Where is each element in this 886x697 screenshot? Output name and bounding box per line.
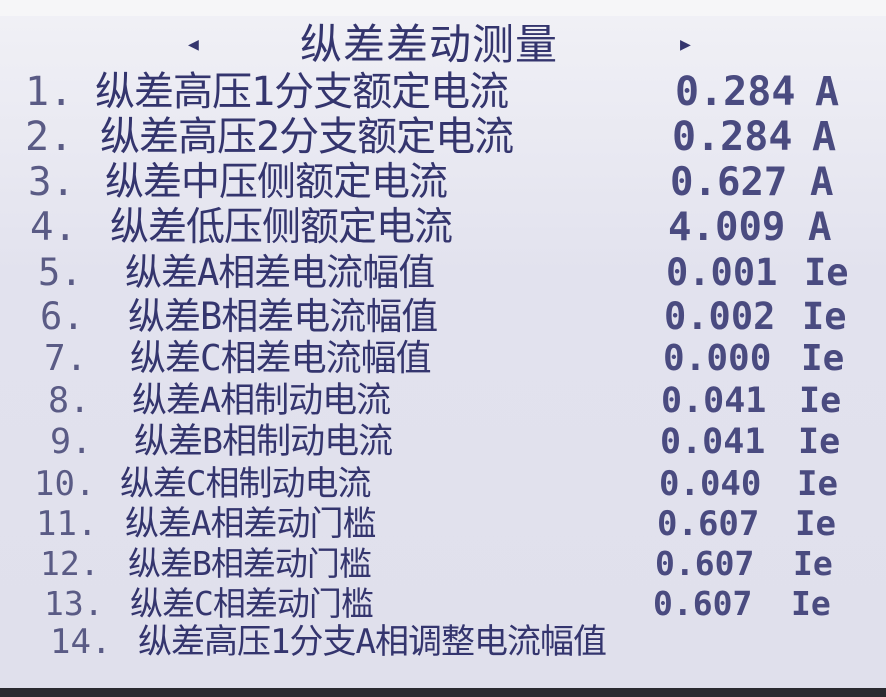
row-label: 纵差B相差电流幅值 <box>128 295 438 338</box>
row-number: 5. <box>38 251 83 294</box>
row-unit: Ie <box>793 544 833 583</box>
row-number: 3. <box>28 160 75 205</box>
row-label: 纵差C相制动电流 <box>120 464 371 504</box>
row-unit: A <box>812 114 837 160</box>
row-unit: A <box>808 205 832 250</box>
row-value: 0.000 <box>663 338 772 379</box>
left-triangle-icon[interactable]: ◀ <box>188 34 199 55</box>
row-number: 9. <box>50 422 93 462</box>
row-label: 纵差C相差动门槛 <box>130 584 374 623</box>
row-number: 1. <box>25 69 74 115</box>
row-number: 11. <box>36 504 98 544</box>
row-label: 纵差A相差动门槛 <box>125 504 376 544</box>
row-value: 0.607 <box>653 584 753 623</box>
row-value: 0.284 <box>675 69 796 115</box>
row-value: 0.001 <box>666 251 778 294</box>
row-value: 0.627 <box>670 160 788 205</box>
row-unit: Ie <box>798 422 841 462</box>
row-value: 0.041 <box>661 381 767 421</box>
row-unit: A <box>810 160 834 205</box>
row-unit: Ie <box>801 338 845 379</box>
row-label: 纵差高压2分支额定电流 <box>100 114 514 160</box>
row-label: 纵差中压侧额定电流 <box>105 160 448 205</box>
row-number: 4. <box>30 205 77 250</box>
row-label: 纵差B相差动门槛 <box>128 544 372 583</box>
row-unit: Ie <box>795 504 836 544</box>
screen-glare <box>0 0 886 16</box>
row-number: 13. <box>44 584 104 623</box>
row-number: 6. <box>40 295 85 338</box>
row-unit: Ie <box>802 295 847 338</box>
row-label: 纵差低压侧额定电流 <box>110 205 453 250</box>
page-title: 纵差差动测量 <box>300 20 559 69</box>
row-value: 0.002 <box>664 295 776 338</box>
row-unit: Ie <box>797 464 838 504</box>
row-number: 12. <box>40 544 100 583</box>
row-number: 14. <box>50 622 112 662</box>
row-number: 2. <box>25 114 74 160</box>
row-unit: Ie <box>799 381 842 421</box>
row-label: 纵差高压1分支额定电流 <box>95 69 509 115</box>
row-value: 0.607 <box>655 544 755 583</box>
row-value: 0.040 <box>659 464 762 504</box>
row-unit: Ie <box>804 251 849 294</box>
bezel <box>0 688 886 697</box>
row-value: 0.607 <box>657 504 760 544</box>
row-number: 7. <box>44 338 88 379</box>
row-value: 4.009 <box>668 205 786 250</box>
row-label: 纵差高压1分支A相调整电流幅值 <box>138 622 607 662</box>
row-number: 8. <box>48 381 91 421</box>
row-unit: Ie <box>791 584 831 623</box>
row-unit: A <box>815 69 840 115</box>
row-label: 纵差C相差电流幅值 <box>130 338 432 379</box>
row-label: 纵差A相制动电流 <box>132 381 391 421</box>
row-number: 10. <box>34 464 96 504</box>
right-triangle-icon[interactable]: ▶ <box>680 34 691 55</box>
row-label: 纵差A相差电流幅值 <box>125 251 435 294</box>
row-value: 0.041 <box>660 422 766 462</box>
row-value: 0.284 <box>672 114 793 160</box>
row-label: 纵差B相制动电流 <box>134 422 393 462</box>
